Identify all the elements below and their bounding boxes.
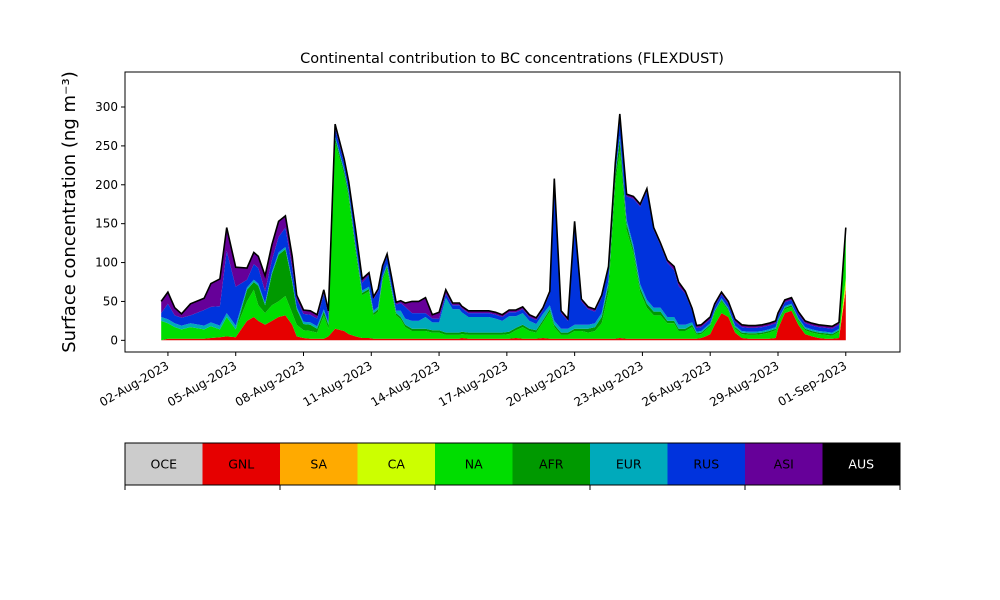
x-tick-label: 05-Aug-2023 — [165, 358, 239, 409]
legend-label-ca: CA — [388, 457, 406, 472]
legend-frame — [124, 442, 901, 486]
legend-swatch-sa — [280, 443, 358, 485]
legend-swatch-afr — [512, 443, 590, 485]
legend-swatch-asi — [745, 443, 823, 485]
y-axis-label: Surface concentration (ng m⁻³) — [59, 71, 80, 353]
legend-swatch-oce — [125, 443, 203, 485]
area-rus — [161, 116, 846, 333]
legend-label-aus: AUS — [848, 457, 874, 472]
y-tick-label: 250 — [95, 139, 118, 153]
x-tick-label: 02-Aug-2023 — [97, 358, 171, 409]
area-afr — [161, 138, 846, 336]
legend-label-gnl: GNL — [228, 457, 254, 472]
stacked-areas — [161, 114, 846, 341]
legend-label-rus: RUS — [693, 457, 719, 472]
legend-swatch-eur — [590, 443, 668, 485]
plot-frame — [124, 71, 901, 353]
legend-swatch-ca — [357, 443, 435, 485]
y-tick-label: 100 — [95, 256, 118, 270]
y-tick-label: 0 — [110, 333, 118, 347]
legend-swatch-aus — [822, 443, 900, 485]
legend-label-afr: AFR — [539, 457, 564, 472]
area-gnl — [161, 289, 846, 341]
legend-swatch-na — [435, 443, 513, 485]
x-tick-label: 17-Aug-2023 — [436, 358, 510, 409]
y-axis: 0 50 100 150 200 250 300 — [95, 100, 125, 347]
area-na — [161, 142, 846, 341]
y-tick-label: 150 — [95, 217, 118, 231]
legend-label-na: NA — [465, 457, 483, 472]
legend-label-oce: OCE — [151, 457, 178, 472]
x-tick-label: 01-Sep-2023 — [776, 358, 850, 409]
x-tick-label: 20-Aug-2023 — [504, 358, 578, 409]
x-tick-label: 11-Aug-2023 — [301, 358, 375, 409]
chart-title: Continental contribution to BC concentra… — [300, 51, 724, 67]
y-tick-label: 300 — [95, 100, 118, 114]
legend-swatch-rus — [667, 443, 745, 485]
y-tick-label: 50 — [103, 294, 118, 308]
x-tick-label: 08-Aug-2023 — [233, 358, 307, 409]
region-colorbar-legend: OCE GNL SA CA NA AFR EUR RUS ASI AUS — [124, 442, 901, 490]
x-tick-label: 14-Aug-2023 — [368, 358, 442, 409]
x-tick-label: 29-Aug-2023 — [707, 358, 781, 409]
legend-label-asi: ASI — [774, 457, 794, 472]
total-concentration-line — [160, 113, 847, 328]
x-tick-label: 26-Aug-2023 — [639, 358, 713, 409]
legend-label-eur: EUR — [616, 457, 642, 472]
legend-label-sa: SA — [310, 457, 327, 472]
x-tick-label: 23-Aug-2023 — [572, 358, 646, 409]
y-tick-label: 200 — [95, 178, 118, 192]
legend-swatch-gnl — [202, 443, 280, 485]
x-axis: 02-Aug-202305-Aug-202308-Aug-202311-Aug-… — [97, 352, 849, 409]
